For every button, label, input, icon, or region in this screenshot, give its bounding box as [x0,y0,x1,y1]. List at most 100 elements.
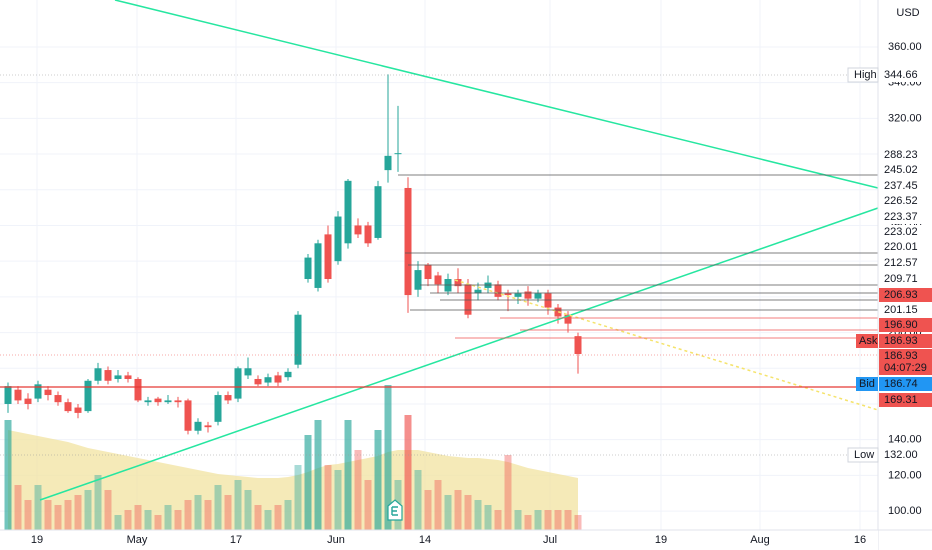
candle-body [44,389,52,396]
volume-bar [474,500,482,530]
volume-bar [34,485,42,530]
price-tag-label: 288.23 [884,149,918,161]
y-tick-label: 140.00 [888,434,922,446]
candle-body [404,187,412,296]
price-tag [879,194,932,208]
candle-body [574,336,582,354]
price-tag-label: 196.90 [884,319,918,331]
candle-body [344,180,352,244]
volume-bar [464,495,472,530]
x-tick-label: Jun [327,534,345,546]
candle-body [124,375,132,379]
candle-body [214,395,222,422]
candle-body [384,155,392,171]
price-tag-label: 209.71 [884,273,918,285]
price-tag [879,163,932,177]
volume-bar [384,385,392,530]
volume-bar [54,505,62,530]
price-tag-prefix: High [854,69,877,81]
price-tag-label: 223.37 [884,211,918,223]
price-tag-label: 245.02 [884,164,918,176]
volume-bar [294,465,302,530]
price-tag [879,256,932,270]
volume-bar [544,510,552,530]
volume-bar [374,430,382,530]
x-tick-label: 14 [419,534,431,546]
candle-body [524,291,532,299]
candle-body [564,314,572,324]
candle-body [64,402,72,412]
price-tag-countdown: 04:07:29 [884,362,927,374]
candle-body [324,234,332,280]
candle-body [4,386,12,404]
price-tag-prefix: Ask [859,335,878,347]
price-tag-prefix-box [856,334,878,348]
price-tag-label: 132.00 [884,449,918,461]
volume-bar [234,480,242,530]
candle-body [304,257,312,280]
x-tick-label: Aug [750,534,770,546]
price-tag [879,272,932,286]
price-tag-label: 206.93 [884,289,918,301]
volume-bar [214,485,222,530]
volume-bar [404,415,412,530]
volume-bar [344,420,352,530]
volume-bar [494,510,502,530]
candle-body [84,380,92,412]
price-tag [879,68,932,82]
candle-body [174,400,182,403]
volume-bar [484,505,492,530]
volume-bar [144,510,152,530]
price-tag-label: 226.52 [884,195,918,207]
price-tag [879,393,932,407]
candle-body [24,398,32,404]
volume-bar [574,515,582,530]
volume-bar [274,505,282,530]
candle-body [224,395,232,401]
price-tag-label: 237.45 [884,180,918,192]
volume-bar [154,515,162,530]
trend-line [114,0,879,189]
volume-bar [434,480,442,530]
candle-body [114,375,122,379]
candle-body [314,243,322,288]
volume-bar [124,510,132,530]
candle-body [184,400,192,431]
candle-body [394,153,402,155]
price-tag [879,349,932,375]
price-tag-label: 186.93 [884,335,918,347]
x-tick-label: 17 [230,534,242,546]
candle-body [494,284,502,297]
candle-body [204,425,212,428]
volume-bar [4,420,12,530]
volume-bar [114,515,122,530]
volume-bar [164,505,172,530]
price-tag [879,210,932,224]
volume-bar [134,505,142,530]
candle-body [154,398,162,403]
drawings [0,0,879,521]
price-tag [879,179,932,193]
currency-label: USD [896,7,919,19]
volume-bar [44,500,52,530]
price-tag-prefix-box [847,67,879,83]
volume-bar [524,515,532,530]
candle-body [134,378,142,401]
trend-line [454,279,879,411]
price-tag [879,377,932,391]
price-tag-label: 212.57 [884,257,918,269]
price-tag-label: 344.66 [884,69,918,81]
candle-body [264,377,272,383]
volume-bar [424,490,432,530]
volume-bar [224,495,232,530]
volume-bar [364,480,372,530]
earnings-icon[interactable] [387,499,403,521]
volume-bar [324,465,332,530]
x-tick-label: 19 [655,534,667,546]
volume-bar [314,420,322,530]
candle-body [464,284,472,315]
volume-bar [104,490,112,530]
candle-body [474,289,482,294]
volume-bar [184,500,192,530]
volume-bar [244,490,252,530]
